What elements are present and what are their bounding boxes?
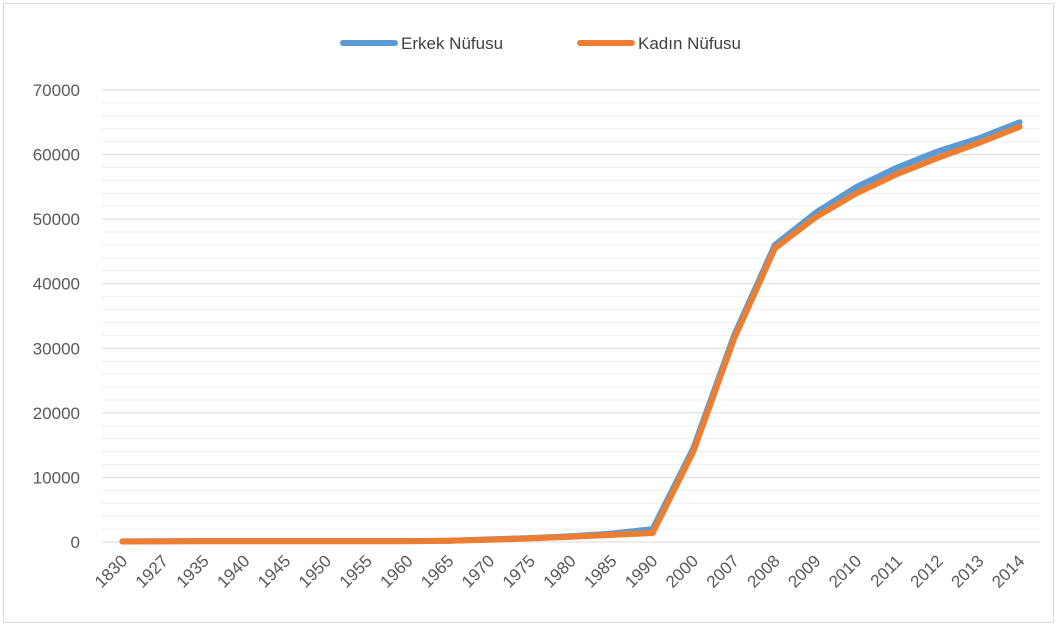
x-tick-label: 1945 (254, 551, 294, 591)
legend-label: Erkek Nüfusu (401, 34, 503, 53)
y-tick-label: 50000 (33, 210, 80, 229)
y-tick-label: 0 (71, 533, 80, 552)
y-tick-label: 20000 (33, 404, 80, 423)
x-tick-label: 1935 (173, 551, 213, 591)
x-tick-label: 1990 (621, 551, 661, 591)
x-tick-label: 1950 (295, 551, 335, 591)
y-tick-label: 10000 (33, 468, 80, 487)
x-tick-label: 1940 (213, 551, 253, 591)
legend: Erkek Nüfusu Kadın Nüfusu (340, 34, 741, 53)
gridlines (102, 89, 1040, 543)
y-tick-label: 60000 (33, 146, 80, 165)
x-tick-label: 1960 (377, 551, 417, 591)
x-tick-label: 1975 (499, 551, 539, 591)
x-tick-label: 1985 (580, 551, 620, 591)
y-tick-label: 30000 (33, 339, 80, 358)
y-tick-label: 40000 (33, 275, 80, 294)
x-tick-label: 2014 (988, 551, 1028, 591)
x-tick-label: 2009 (784, 551, 824, 591)
x-tick-label: 1980 (540, 551, 580, 591)
y-axis-ticks: 0 10000 20000 30000 40000 50000 60000 70000 (33, 81, 80, 552)
legend-label: Kadın Nüfusu (638, 34, 741, 53)
x-tick-label: 1955 (336, 551, 376, 591)
series-line-erkek (119, 119, 1023, 545)
y-tick-label: 70000 (33, 81, 80, 100)
x-tick-label: 2011 (867, 551, 906, 590)
x-tick-label: 1970 (458, 551, 498, 591)
series-line-kadin (119, 123, 1023, 545)
chart-frame (3, 3, 1054, 623)
x-tick-label: 2012 (907, 551, 947, 591)
x-tick-label: 2010 (825, 551, 865, 591)
x-tick-label: 1965 (417, 551, 457, 591)
x-axis-ticks: 1830 1927 1935 1940 1945 1950 1955 1960 1965 1970… (91, 551, 1028, 591)
x-tick-label: 2000 (662, 551, 702, 591)
x-tick-label: 1830 (91, 551, 131, 591)
x-tick-label: 2008 (744, 551, 784, 591)
x-tick-label: 1927 (132, 551, 172, 591)
series-lines (119, 119, 1023, 545)
x-tick-label: 2007 (703, 551, 743, 591)
x-tick-label: 2013 (947, 551, 987, 591)
